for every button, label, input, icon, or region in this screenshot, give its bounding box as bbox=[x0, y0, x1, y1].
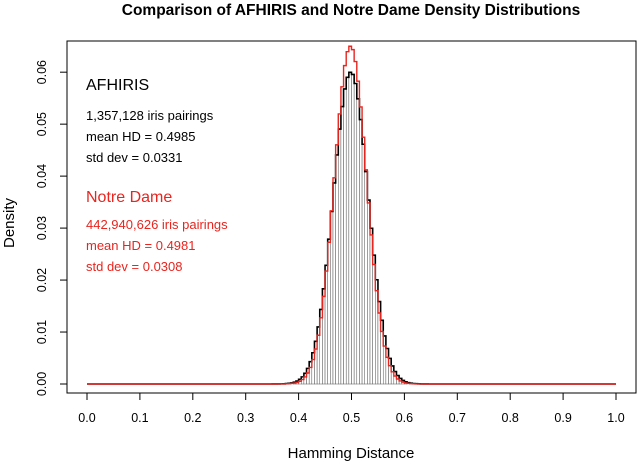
y-tick-label: 0.06 bbox=[35, 60, 49, 84]
y-axis-label: Density bbox=[1, 197, 18, 248]
x-tick-label: 0.1 bbox=[131, 411, 148, 425]
afhiris-bar bbox=[338, 128, 342, 385]
afhiris-bar bbox=[348, 72, 352, 385]
x-axis-label: Hamming Distance bbox=[288, 445, 415, 462]
x-tick-label: 0.8 bbox=[502, 411, 519, 425]
y-tick-label: 0.02 bbox=[35, 268, 49, 292]
x-tick-label: 0.6 bbox=[396, 411, 413, 425]
notre-dame-std: std dev = 0.0308 bbox=[86, 259, 183, 274]
afhiris-bar bbox=[335, 154, 339, 385]
notre-dame-density-outline bbox=[87, 45, 616, 385]
x-tick-label: 0.9 bbox=[554, 411, 571, 425]
afhiris-histogram-bars bbox=[293, 72, 408, 385]
afhiris-bar bbox=[345, 77, 350, 385]
y-tick-label: 0.00 bbox=[35, 372, 49, 396]
afhiris-pairings: 1,357,128 iris pairings bbox=[86, 108, 214, 123]
afhiris-bar bbox=[340, 106, 344, 385]
afhiris-bar bbox=[359, 119, 363, 385]
afhiris-bar bbox=[351, 74, 355, 385]
afhiris-bar bbox=[353, 83, 358, 385]
y-tick-label: 0.03 bbox=[35, 216, 49, 240]
x-tick-label: 0.0 bbox=[78, 411, 95, 425]
notre-dame-pairings: 442,940,626 iris pairings bbox=[86, 217, 228, 232]
chart-title: Comparison of AFHIRIS and Notre Dame Den… bbox=[122, 2, 580, 19]
afhiris-bar bbox=[343, 88, 347, 385]
x-tick-label: 0.7 bbox=[449, 411, 466, 425]
notre-dame-legend-name: Notre Dame bbox=[86, 189, 172, 206]
y-axis: 0.00 0.01 0.02 0.03 0.04 0.05 0.06 bbox=[35, 60, 68, 396]
y-tick-label: 0.01 bbox=[35, 320, 49, 344]
afhiris-annotation: AFHIRIS 1,357,128 iris pairings mean HD … bbox=[86, 77, 214, 165]
y-tick-label: 0.04 bbox=[35, 164, 49, 188]
density-outlines bbox=[87, 45, 616, 385]
notre-dame-annotation: Notre Dame 442,940,626 iris pairings mea… bbox=[86, 189, 228, 274]
afhiris-bar bbox=[361, 144, 365, 385]
afhiris-std: std dev = 0.0331 bbox=[86, 150, 183, 165]
afhiris-bar bbox=[332, 182, 336, 385]
x-tick-label: 0.2 bbox=[184, 411, 201, 425]
notre-dame-mean: mean HD = 0.4981 bbox=[86, 238, 195, 253]
afhiris-bar bbox=[356, 98, 360, 385]
x-tick-label: 0.3 bbox=[237, 411, 254, 425]
x-tick-label: 0.4 bbox=[290, 411, 307, 425]
y-tick-label: 0.05 bbox=[35, 112, 49, 136]
afhiris-mean: mean HD = 0.4985 bbox=[86, 129, 195, 144]
x-tick-label: 0.5 bbox=[343, 411, 360, 425]
afhiris-legend-name: AFHIRIS bbox=[86, 77, 149, 94]
x-axis: 0.0 0.1 0.2 0.3 0.4 0.5 0.6 0.7 0.8 0.9 1.0 bbox=[78, 392, 625, 425]
x-tick-label: 1.0 bbox=[607, 411, 624, 425]
